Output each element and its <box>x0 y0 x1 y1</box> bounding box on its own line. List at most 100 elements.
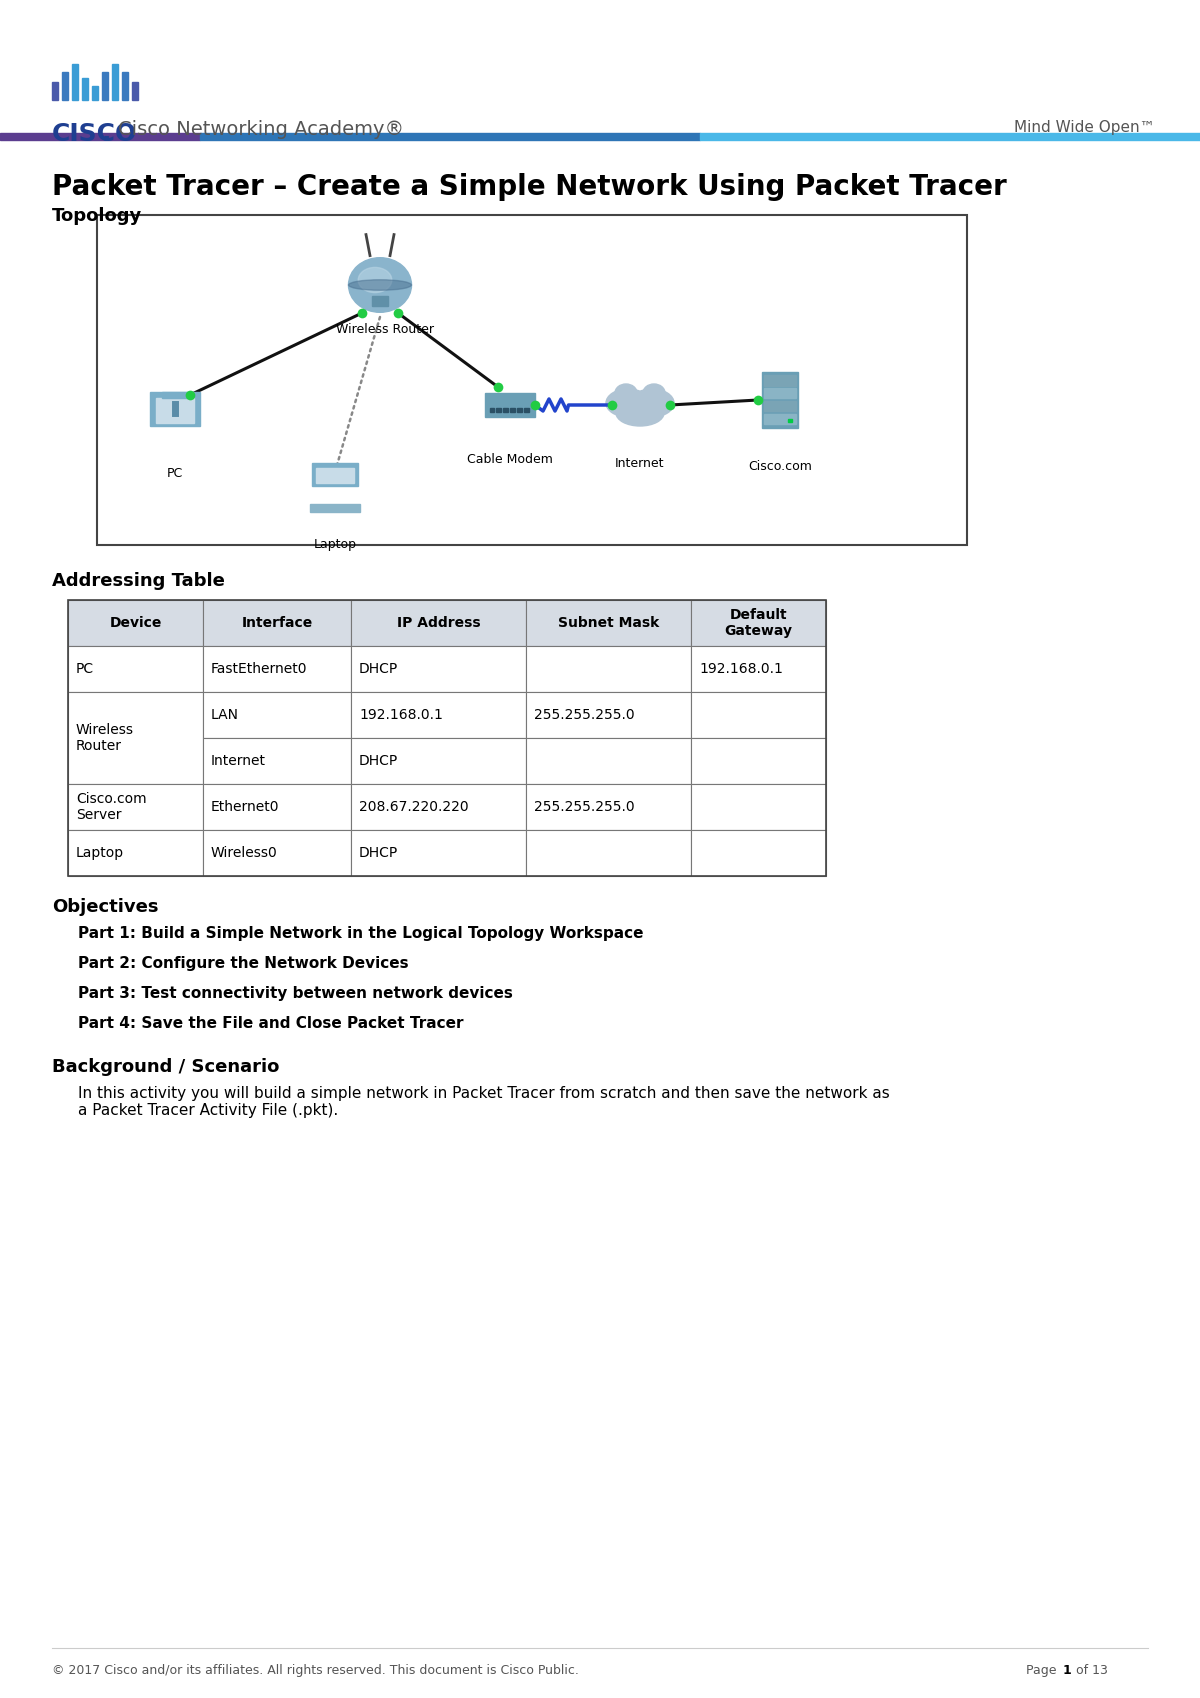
Bar <box>352 645 526 693</box>
Bar <box>526 693 691 739</box>
Text: IP Address: IP Address <box>397 616 480 630</box>
Bar <box>200 132 700 139</box>
Text: Laptop: Laptop <box>76 846 124 859</box>
Bar <box>112 65 118 100</box>
Bar <box>526 784 691 830</box>
Text: DHCP: DHCP <box>359 662 398 676</box>
Bar <box>0 132 200 139</box>
Bar <box>352 784 526 830</box>
Text: Part 3: Test connectivity between network devices: Part 3: Test connectivity between networ… <box>78 987 512 1002</box>
Text: Default
Gateway: Default Gateway <box>725 608 792 638</box>
Text: Ethernet0: Ethernet0 <box>211 800 280 813</box>
Bar <box>82 78 88 100</box>
Bar <box>203 693 352 739</box>
Bar <box>102 71 108 100</box>
Bar <box>150 392 199 426</box>
Bar <box>764 389 796 399</box>
Text: of 13: of 13 <box>1072 1664 1108 1678</box>
Bar <box>372 295 388 306</box>
Bar <box>764 375 796 385</box>
Text: Objectives: Objectives <box>52 898 158 915</box>
Text: Cisco Networking Academy®: Cisco Networking Academy® <box>118 121 404 139</box>
Text: Interface: Interface <box>241 616 313 630</box>
Bar <box>526 739 691 784</box>
Bar <box>317 467 354 482</box>
Text: DHCP: DHCP <box>359 846 398 859</box>
Text: Page: Page <box>1026 1664 1060 1678</box>
Text: 208.67.220.220: 208.67.220.220 <box>359 800 469 813</box>
Text: Cable Modem: Cable Modem <box>467 453 553 465</box>
Text: Part 2: Configure the Network Devices: Part 2: Configure the Network Devices <box>78 956 409 971</box>
Text: Part 4: Save the File and Close Packet Tracer: Part 4: Save the File and Close Packet T… <box>78 1015 463 1031</box>
Ellipse shape <box>348 280 412 290</box>
Text: © 2017 Cisco and/or its affiliates. All rights reserved. This document is Cisco : © 2017 Cisco and/or its affiliates. All … <box>52 1664 578 1678</box>
Text: DHCP: DHCP <box>359 754 398 767</box>
Text: CISCO: CISCO <box>52 122 137 146</box>
Text: Addressing Table: Addressing Table <box>52 572 224 589</box>
Bar <box>526 830 691 876</box>
Bar <box>497 408 502 411</box>
Bar <box>691 739 826 784</box>
Text: 1: 1 <box>1063 1664 1072 1678</box>
Text: FastEthernet0: FastEthernet0 <box>211 662 307 676</box>
Text: Cisco.com
Server: Cisco.com Server <box>76 791 146 822</box>
Ellipse shape <box>643 384 665 402</box>
Bar <box>764 401 796 411</box>
Bar <box>62 71 68 100</box>
Text: 255.255.255.0: 255.255.255.0 <box>534 708 635 722</box>
Text: Device: Device <box>109 616 162 630</box>
Bar <box>352 599 526 645</box>
Bar <box>691 784 826 830</box>
Bar <box>352 739 526 784</box>
Bar <box>524 408 529 411</box>
Bar <box>203 599 352 645</box>
Text: Internet: Internet <box>211 754 266 767</box>
Text: .: . <box>101 122 110 146</box>
Text: PC: PC <box>167 467 184 481</box>
Bar <box>691 693 826 739</box>
Text: LAN: LAN <box>211 708 239 722</box>
Bar <box>156 397 194 423</box>
Text: Wireless Router: Wireless Router <box>336 323 434 336</box>
Bar <box>92 87 98 100</box>
Bar <box>203 645 352 693</box>
Bar <box>162 392 188 397</box>
Bar <box>203 739 352 784</box>
Bar <box>68 599 203 645</box>
Text: PC: PC <box>76 662 94 676</box>
Bar <box>352 693 526 739</box>
Text: Packet Tracer – Create a Simple Network Using Packet Tracer: Packet Tracer – Create a Simple Network … <box>52 173 1007 200</box>
Bar <box>97 216 967 545</box>
FancyBboxPatch shape <box>312 464 359 486</box>
Bar <box>72 65 78 100</box>
Bar <box>485 394 535 416</box>
Text: 255.255.255.0: 255.255.255.0 <box>534 800 635 813</box>
Text: 192.168.0.1: 192.168.0.1 <box>359 708 443 722</box>
Text: Internet: Internet <box>616 457 665 470</box>
Bar <box>510 408 515 411</box>
Text: Laptop: Laptop <box>313 538 356 550</box>
Bar <box>52 82 58 100</box>
Bar <box>68 830 203 876</box>
Text: Topology: Topology <box>52 207 143 226</box>
Ellipse shape <box>606 389 650 418</box>
Bar <box>700 132 1200 139</box>
Text: Subnet Mask: Subnet Mask <box>558 616 659 630</box>
Bar <box>526 599 691 645</box>
Bar <box>788 419 792 423</box>
Text: Part 1: Build a Simple Network in the Logical Topology Workspace: Part 1: Build a Simple Network in the Lo… <box>78 925 643 941</box>
Text: Background / Scenario: Background / Scenario <box>52 1058 280 1077</box>
Bar <box>762 372 798 428</box>
Bar <box>691 645 826 693</box>
Ellipse shape <box>348 258 412 312</box>
Ellipse shape <box>616 401 664 426</box>
Bar <box>691 830 826 876</box>
Bar <box>310 504 360 511</box>
Ellipse shape <box>616 384 637 402</box>
Bar <box>68 599 826 876</box>
Bar <box>68 645 203 693</box>
Bar <box>764 414 796 424</box>
Bar <box>352 830 526 876</box>
Text: Mind Wide Open™: Mind Wide Open™ <box>1014 121 1154 136</box>
Text: Wireless
Router: Wireless Router <box>76 723 134 754</box>
